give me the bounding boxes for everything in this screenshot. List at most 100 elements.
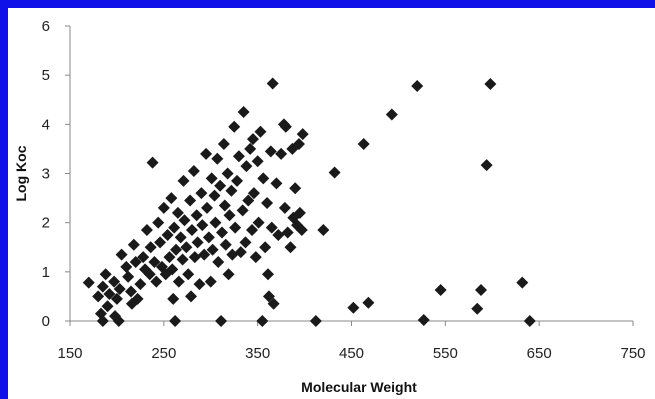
data-point [169,315,182,327]
data-point [176,253,189,266]
data-point [217,138,230,150]
data-point [185,224,198,237]
data-point [317,224,330,237]
x-tick-label: 650 [527,345,552,362]
data-point [170,243,183,256]
data-point [113,283,126,296]
x-axis-title: Molecular Weight [301,379,417,395]
data-point [471,302,484,315]
data-point [166,263,179,276]
data-point [229,221,242,234]
data-point [103,287,116,300]
data-point [172,275,185,288]
y-tick-label: 2 [42,215,50,232]
y-tick-labels: 0 1 2 3 4 5 6 [42,18,50,330]
x-tick-label: 750 [620,345,645,362]
data-point [385,108,398,121]
data-points [82,77,536,327]
data-point [292,138,305,150]
data-point [239,236,252,249]
data-point [187,165,200,178]
data-point [196,219,209,232]
data-point [237,106,250,119]
data-point [228,120,241,133]
data-point [154,236,167,249]
y-axis-title: Log Koc [13,145,29,201]
data-point [148,256,161,268]
data-point [177,174,190,187]
y-tick-label: 5 [42,67,50,84]
data-point [231,174,244,187]
data-point [246,133,259,146]
x-tick-label: 350 [245,345,270,362]
data-point [257,172,270,185]
data-point [180,241,193,254]
data-point [357,138,370,150]
data-point [234,246,247,259]
y-tick-label: 4 [42,116,50,133]
data-point [293,206,306,219]
data-point [190,209,203,222]
data-point [140,224,153,237]
data-point [182,268,195,281]
data-point [309,315,322,327]
data-point [362,296,375,309]
data-point [204,275,217,288]
data-point [110,292,123,305]
x-tick-label: 550 [433,345,458,362]
data-point [202,231,215,244]
data-point [270,177,283,190]
data-point [101,300,114,313]
data-point [82,276,95,289]
data-point [165,192,178,205]
data-point [152,216,165,229]
data-point [185,290,198,303]
x-axis [69,320,634,326]
data-point [205,172,218,185]
data-point [188,251,201,264]
data-point [246,224,259,237]
data-point [157,201,170,214]
data-point [411,79,424,92]
y-axis [65,25,71,322]
data-point [251,155,264,168]
data-point [259,241,272,254]
data-point [195,187,208,200]
data-point [171,206,184,219]
data-point [347,301,360,314]
data-point [193,278,206,291]
data-point [244,142,257,155]
data-point [161,228,174,241]
data-point [262,290,275,303]
data-point [247,187,260,200]
data-point [221,167,234,180]
data-point [211,152,224,165]
data-point [289,182,302,195]
data-point [208,189,221,202]
data-point [178,214,191,227]
data-point [131,292,144,305]
data-point [266,77,279,90]
data-point [261,268,274,281]
data-point [146,156,159,169]
data-point [218,199,231,212]
data-point [256,315,269,327]
data-point [112,315,125,327]
data-point [200,201,213,214]
data-point [417,314,430,327]
data-point [212,256,225,268]
data-point [129,256,142,268]
data-point [144,241,157,254]
data-point [296,128,309,141]
data-point [281,226,294,239]
data-point [261,197,274,209]
y-tick-label: 0 [42,313,50,330]
x-tick-label: 450 [339,345,364,362]
data-point [124,285,137,298]
data-point [209,216,222,229]
x-tick-label: 250 [151,345,176,362]
data-point [328,166,341,179]
data-point [96,315,109,327]
data-point [108,275,121,288]
